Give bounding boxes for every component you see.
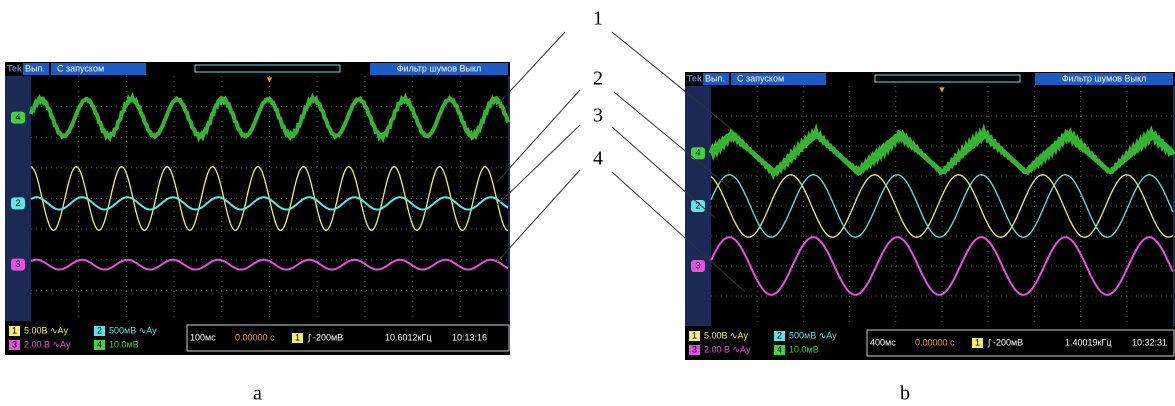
channel-number: 1	[12, 325, 17, 335]
trigger-level: ∫ -200мВ	[307, 332, 343, 342]
frequency: 10.6012кГц	[385, 332, 432, 342]
channel-marker: 4	[695, 148, 700, 158]
panel-caption: b	[900, 383, 910, 405]
channel-setting: 5.00В ∿Ау	[704, 330, 748, 340]
brand: Tek	[7, 63, 23, 73]
trigger-mode: С запуском	[737, 73, 784, 83]
channel-marker: 3	[695, 260, 700, 270]
trigger-marker: ▼	[938, 84, 947, 94]
callout-label: 1	[593, 8, 603, 30]
channel-number: 3	[692, 344, 697, 354]
channel-number: 4	[777, 344, 782, 354]
channel-setting: 2.00 В ∿Ау	[704, 344, 751, 354]
trigger-marker: ▼	[265, 74, 274, 84]
panel-caption: a	[253, 383, 262, 405]
page: { "callouts": ["1", "2", "3", "4"], "pan…	[0, 0, 1175, 406]
channel-setting: 2.00 В ∿Ау	[24, 339, 71, 349]
channel-number: 1	[692, 330, 697, 340]
figure: TekВып.С запускомФильтр шумов Выкл▼42315…	[0, 0, 1175, 406]
delay: 0.00000 с	[915, 337, 955, 347]
channel-number: 2	[97, 325, 102, 335]
trigger-mode: С запуском	[57, 63, 104, 73]
delay: 0.00000 с	[235, 332, 275, 342]
channel-setting: 500мВ ∿Ау	[789, 330, 837, 340]
channel-marker: 4	[15, 112, 20, 122]
frequency: 1.40019кГц	[1065, 337, 1112, 347]
channel-number: 2	[777, 330, 782, 340]
channel-number: 4	[97, 339, 102, 349]
channel-setting: 10.0мВ	[789, 344, 819, 354]
timebase: 400мс	[870, 337, 896, 347]
channel-setting: 5.00В ∿Ау	[24, 325, 68, 335]
mode: Вып.	[25, 63, 45, 73]
noise-filter: Фильтр шумов Выкл	[397, 63, 482, 73]
channel-marker: 3	[15, 259, 20, 269]
mode: Вып.	[705, 73, 725, 83]
timebase: 100мс	[190, 332, 216, 342]
brand: Tek	[687, 73, 703, 83]
trigger-channel: 1	[295, 332, 300, 342]
channel-number: 3	[12, 339, 17, 349]
callout-label: 3	[593, 105, 603, 127]
clock: 10:13:16	[452, 332, 487, 342]
trigger-level: ∫ -200мВ	[987, 337, 1023, 347]
channel-setting: 500мВ ∿Ау	[109, 325, 157, 335]
trigger-channel: 1	[975, 337, 980, 347]
callout-label: 4	[593, 148, 603, 170]
clock: 10:32:31	[1132, 337, 1167, 347]
callout-label: 2	[593, 68, 603, 90]
noise-filter: Фильтр шумов Выкл	[1062, 73, 1147, 83]
channel-setting: 10.0мВ	[109, 339, 139, 349]
channel-marker: 2	[15, 198, 20, 208]
